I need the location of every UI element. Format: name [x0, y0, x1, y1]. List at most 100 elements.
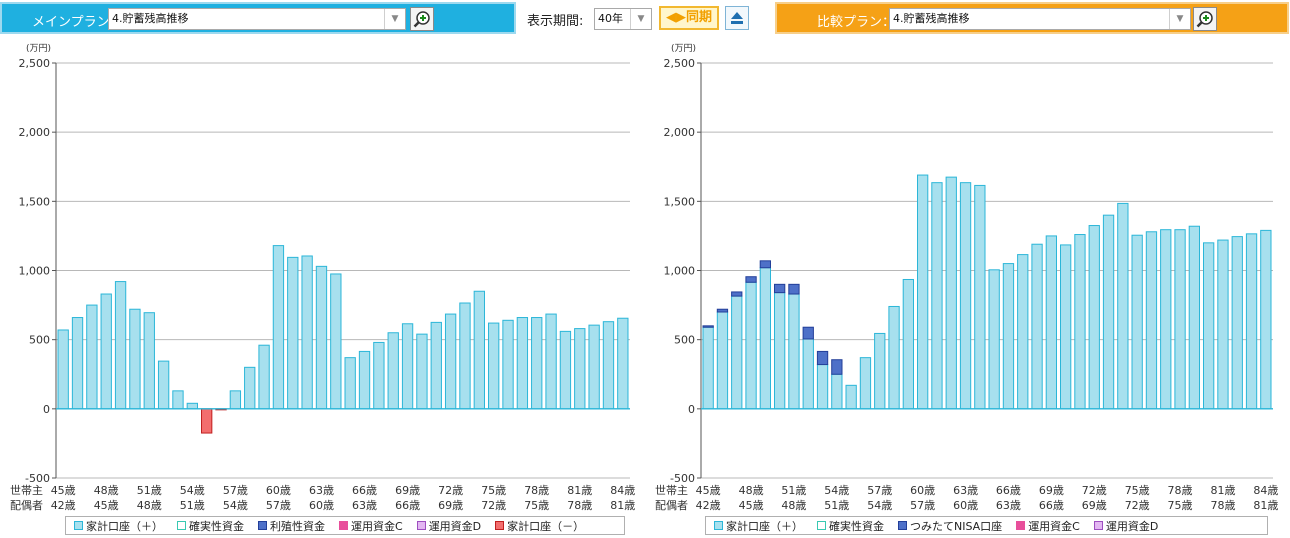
bar-1-1-5[interactable] [774, 283, 786, 294]
bar-0-0-32[interactable] [516, 317, 529, 410]
bar-1-1-0[interactable] [702, 325, 714, 328]
bar-1-0-14[interactable] [902, 278, 915, 410]
bar-0-0-19[interactable] [330, 273, 342, 410]
bar-1-0-37[interactable] [1231, 236, 1243, 410]
bar-1-0-38[interactable] [1245, 233, 1258, 410]
bar-0-0-4[interactable] [114, 281, 127, 410]
bar-1-0-15[interactable] [917, 174, 929, 410]
bar-0-0-26[interactable] [430, 321, 442, 410]
bar-0-0-33[interactable] [531, 317, 543, 410]
bar-1-0-16[interactable] [931, 182, 943, 410]
bar-0-0-15[interactable] [272, 245, 285, 410]
bar-0-0-1[interactable] [71, 317, 84, 410]
bar-1-0-1[interactable] [716, 311, 729, 410]
bar-1-0-30[interactable] [1131, 234, 1143, 410]
bar-0-0-0[interactable] [57, 329, 69, 410]
bar-0-0-28[interactable] [459, 302, 471, 410]
bar-0-0-17[interactable] [301, 255, 313, 410]
bar-1-0-31[interactable] [1145, 231, 1158, 410]
bar-1-0-20[interactable] [988, 269, 1000, 410]
sync-button[interactable]: ◀▶同期 [659, 6, 719, 30]
bar-0-0-3[interactable] [100, 293, 112, 410]
bar-0-0-36[interactable] [574, 328, 586, 410]
bar-0-0-5[interactable] [129, 308, 141, 410]
bar-0-0-29[interactable] [473, 290, 485, 410]
bar-0-0-21[interactable] [358, 350, 371, 410]
bar-0-0-35[interactable] [559, 330, 572, 410]
bar-1-1-3[interactable] [745, 276, 757, 283]
bar-0-0-14[interactable] [258, 344, 270, 410]
chevron-down-icon[interactable]: ▼ [384, 9, 405, 29]
bar-1-0-10[interactable] [845, 384, 857, 410]
bar-0-1-10[interactable] [201, 408, 213, 434]
bar-0-0-2[interactable] [86, 304, 98, 410]
bar-1-0-18[interactable] [959, 182, 972, 410]
bar-0-0-38[interactable] [602, 321, 615, 410]
bar-0-0-18[interactable] [315, 265, 328, 410]
period-select[interactable]: 40年 ▼ [594, 8, 652, 30]
bar-1-0-4[interactable] [759, 267, 771, 410]
bar-1-0-6[interactable] [788, 293, 800, 410]
bar-0-0-31[interactable] [502, 319, 514, 410]
bar-0-0-12[interactable] [229, 390, 242, 410]
bar-1-0-22[interactable] [1017, 254, 1029, 410]
bar-0-0-6[interactable] [143, 312, 155, 410]
bar-0-0-9[interactable] [186, 402, 198, 410]
compare-plan-select[interactable]: 4.貯蓄残高推移 ▼ [889, 8, 1191, 30]
bar-1-0-33[interactable] [1174, 229, 1186, 410]
bar-1-0-21[interactable] [1002, 263, 1015, 410]
bar-1-0-9[interactable] [831, 373, 843, 410]
bar-1-0-36[interactable] [1217, 239, 1229, 410]
bar-0-0-7[interactable] [157, 360, 170, 410]
bar-1-0-3[interactable] [745, 281, 757, 410]
bar-0-0-22[interactable] [373, 341, 385, 410]
bar-1-0-23[interactable] [1031, 243, 1043, 410]
bar-1-0-11[interactable] [859, 357, 872, 410]
bar-0-0-27[interactable] [444, 313, 457, 410]
bar-1-0-12[interactable] [874, 332, 886, 410]
bar-0-0-8[interactable] [172, 390, 184, 410]
bar-0-0-25[interactable] [416, 333, 428, 410]
bar-0-0-30[interactable] [488, 322, 500, 410]
bar-1-0-8[interactable] [816, 364, 829, 410]
bar-0-0-23[interactable] [387, 332, 399, 410]
chevron-down-icon[interactable]: ▼ [630, 9, 651, 29]
main-zoom-button[interactable] [410, 7, 434, 31]
bar-1-1-6[interactable] [788, 283, 800, 295]
bar-1-0-5[interactable] [774, 292, 786, 410]
bar-1-0-39[interactable] [1260, 229, 1272, 410]
bar-1-0-2[interactable] [731, 295, 743, 410]
bar-1-0-27[interactable] [1088, 225, 1100, 410]
bar-0-0-37[interactable] [588, 324, 600, 410]
bar-1-0-24[interactable] [1045, 235, 1058, 410]
chevron-down-icon[interactable]: ▼ [1169, 9, 1190, 29]
x-tick-spouse: 51歳 [824, 499, 849, 512]
bar-0-0-24[interactable] [401, 323, 414, 410]
bar-1-0-34[interactable] [1188, 225, 1201, 410]
bar-0-0-13[interactable] [244, 366, 256, 410]
bar-1-0-13[interactable] [888, 305, 900, 410]
bar-1-0-25[interactable] [1060, 244, 1072, 410]
bar-1-1-1[interactable] [716, 308, 729, 313]
bar-1-0-26[interactable] [1074, 234, 1086, 410]
bar-1-1-4[interactable] [759, 260, 771, 269]
main-plan-select[interactable]: 4.貯蓄残高推移 ▼ [108, 8, 406, 30]
bar-1-0-19[interactable] [974, 184, 986, 410]
eject-button[interactable] [725, 6, 749, 30]
bar-1-0-32[interactable] [1160, 229, 1172, 410]
bar-1-0-7[interactable] [802, 338, 814, 410]
bar-1-1-7[interactable] [802, 326, 814, 340]
bar-1-0-29[interactable] [1117, 202, 1129, 410]
bar-0-0-34[interactable] [545, 313, 557, 410]
bar-0-0-20[interactable] [344, 357, 356, 410]
bar-0-0-16[interactable] [287, 256, 299, 410]
bar-1-1-2[interactable] [731, 291, 743, 297]
bar-0-0-39[interactable] [617, 317, 629, 410]
bar-1-1-8[interactable] [816, 350, 829, 366]
bar-1-1-9[interactable] [831, 359, 843, 375]
bar-1-0-28[interactable] [1102, 214, 1115, 410]
bar-1-0-17[interactable] [945, 176, 957, 410]
compare-zoom-button[interactable] [1193, 7, 1217, 31]
bar-1-0-0[interactable] [702, 326, 714, 410]
bar-1-0-35[interactable] [1203, 242, 1215, 410]
